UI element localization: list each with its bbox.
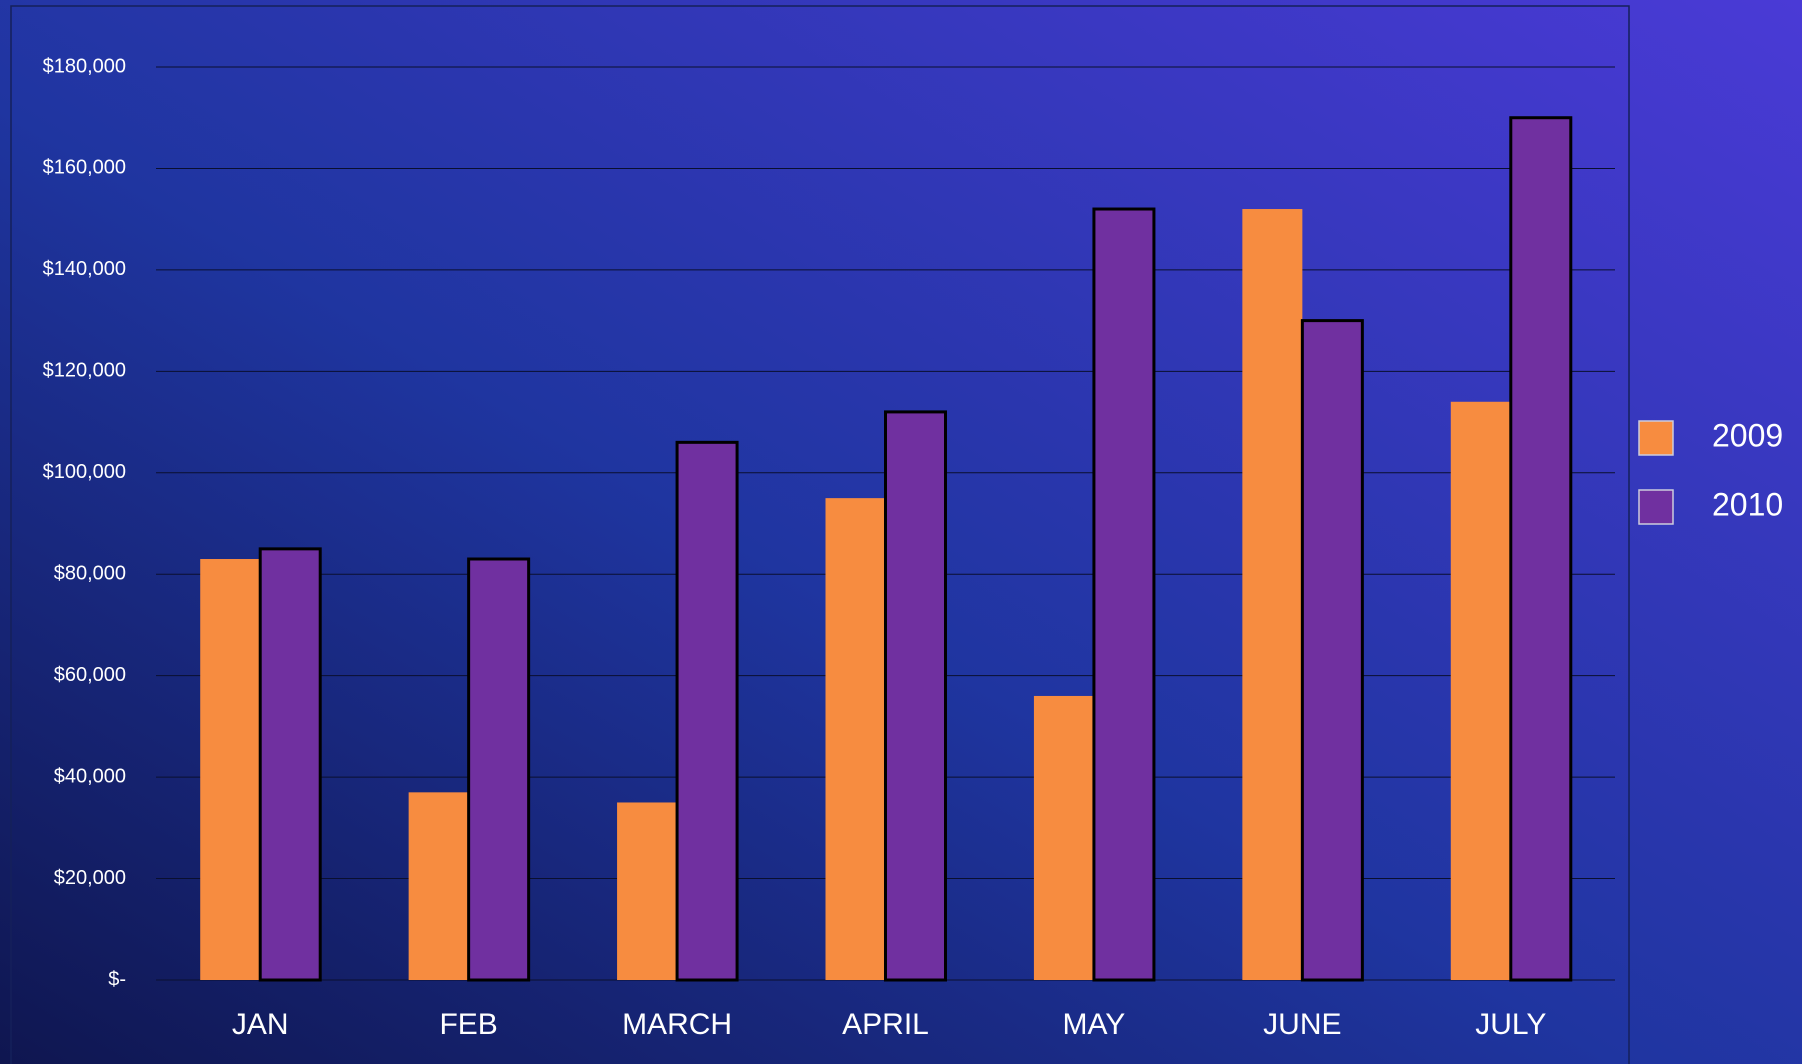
bar: [1451, 402, 1511, 980]
x-tick-label: APRIL: [842, 1008, 929, 1041]
y-tick-label: $160,000: [43, 157, 126, 179]
legend-swatch: [1639, 421, 1673, 455]
bar: [1242, 209, 1302, 980]
legend-label: 2009: [1712, 417, 1783, 453]
bar: [1094, 209, 1154, 980]
y-tick-label: $120,000: [43, 360, 126, 382]
y-tick-label: $60,000: [54, 664, 126, 686]
y-tick-label: $180,000: [43, 55, 126, 77]
bar: [1511, 118, 1571, 980]
bar: [469, 559, 529, 980]
y-tick-label: $-: [108, 968, 126, 990]
y-tick-label: $80,000: [54, 563, 126, 585]
page: $- $20,000 $40,000 $60,000 $80,000 $100,000 $1…: [0, 0, 1802, 1064]
bar: [1302, 321, 1362, 980]
bar: [200, 559, 260, 980]
x-tick-label: JAN: [232, 1008, 289, 1041]
x-tick-label: MAY: [1063, 1008, 1126, 1041]
y-tick-label: $140,000: [43, 258, 126, 280]
legend-swatch: [1639, 490, 1673, 524]
bar: [260, 549, 320, 980]
bar: [617, 802, 677, 980]
x-tick-label: FEB: [439, 1008, 497, 1041]
bar: [1034, 696, 1094, 980]
bar: [886, 412, 946, 980]
x-tick-label: JUNE: [1263, 1008, 1341, 1041]
chart: $- $20,000 $40,000 $60,000 $80,000 $100,000 $1…: [0, 0, 1802, 1064]
y-tick-label: $100,000: [43, 461, 126, 483]
y-tick-label: $20,000: [54, 867, 126, 889]
bar: [677, 442, 737, 980]
bar: [409, 792, 469, 980]
x-tick-label: JULY: [1475, 1008, 1546, 1041]
y-tick-label: $40,000: [54, 765, 126, 787]
x-tick-label: MARCH: [622, 1008, 732, 1041]
bar: [826, 498, 886, 980]
legend-label: 2010: [1712, 486, 1783, 522]
